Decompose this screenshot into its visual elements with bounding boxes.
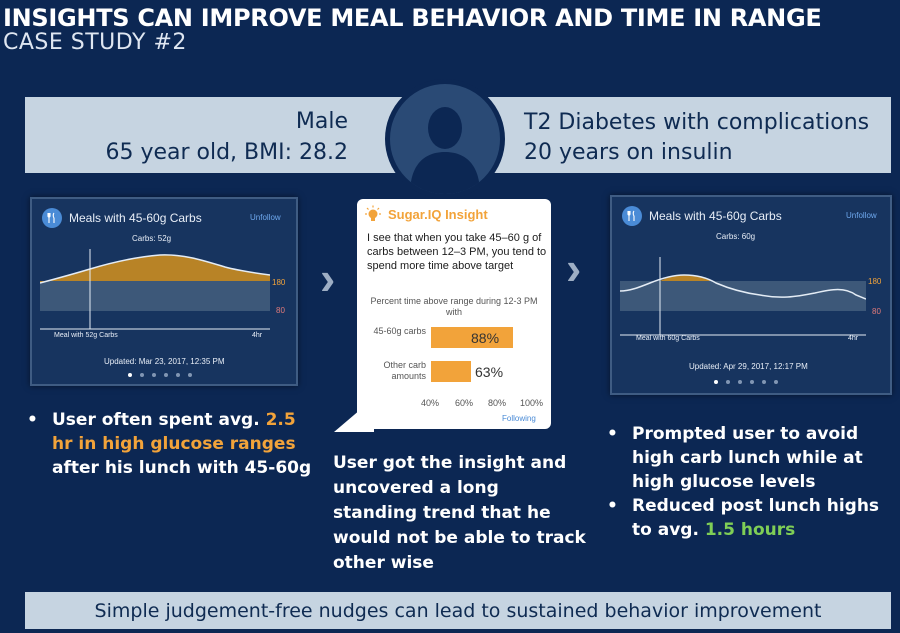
time-axis-label: 4hr (252, 332, 263, 339)
insight-text: I see that when you take 45–60 g of carb… (367, 232, 547, 272)
x-tick-label: 100% (520, 398, 544, 408)
insight-card: Sugar.IQ Insight I see that when you tak… (357, 199, 551, 429)
bar-category-label: Other carb amounts (383, 360, 426, 381)
bar-value-label: 88% (471, 330, 500, 346)
low-threshold-label: 80 (872, 307, 881, 316)
footer-text: Simple judgement-free nudges can lead to… (94, 599, 822, 622)
phone-title: Meals with 45-60g Carbs (649, 209, 782, 223)
left-bullet-list: User often spent avg. 2.5 hr in high glu… (27, 408, 317, 480)
high-threshold-label: 180 (272, 278, 286, 287)
x-tick-label: 40% (421, 398, 440, 408)
user-silhouette-icon (410, 107, 480, 194)
time-axis-label: 4hr (848, 335, 859, 342)
profile-age-bmi: 65 year old, BMI: 28.2 (105, 140, 348, 165)
phone-title: Meals with 45-60g Carbs (69, 211, 202, 225)
low-threshold-label: 80 (276, 306, 285, 315)
slide-title: INSIGHTS CAN IMPROVE MEAL BEHAVIOR AND T… (3, 4, 822, 32)
page-dots[interactable] (128, 373, 192, 377)
lightbulb-icon (365, 205, 381, 221)
carbs-label: Carbs: 60g (716, 232, 756, 241)
unfollow-link[interactable]: Unfollow (250, 213, 281, 222)
high-threshold-label: 180 (868, 277, 882, 286)
bullet-item: Reduced post lunch highs to avg. 1.5 hou… (607, 494, 897, 542)
following-link[interactable]: Following (502, 414, 536, 423)
phone-screen-after: Meals with 45-60g Carbs Unfollow Carbs: … (610, 195, 892, 395)
updated-label: Updated: Mar 23, 2017, 12:35 PM (104, 357, 225, 366)
x-tick-label: 60% (455, 398, 474, 408)
page-dots[interactable] (714, 380, 778, 384)
insight-chart-subtitle: Percent time above range during 12-3 PM … (370, 296, 538, 317)
phone-screen-before: Meals with 45-60g Carbs Unfollow Carbs: … (30, 197, 298, 386)
meal-axis-label: Meal with 52g Carbs (54, 332, 118, 339)
slide-subtitle: CASE STUDY #2 (3, 30, 187, 55)
highlight-text: 2.5 hr in high glucose ranges (52, 410, 296, 454)
footer-band: Simple judgement-free nudges can lead to… (25, 592, 891, 629)
x-tick-label: 80% (488, 398, 507, 408)
bar-category-label: 45-60g carbs (373, 326, 426, 336)
bullet-item: User often spent avg. 2.5 hr in high glu… (27, 408, 317, 480)
carbs-label: Carbs: 52g (132, 234, 172, 243)
profile-condition: T2 Diabetes with complications (524, 110, 870, 135)
fork-knife-icon (42, 208, 62, 228)
meal-axis-label: Meal with 60g Carbs (636, 335, 700, 342)
bar (431, 327, 513, 348)
fork-knife-icon (622, 206, 642, 226)
bar (431, 361, 471, 382)
insight-title: Sugar.IQ Insight (388, 207, 488, 222)
unfollow-link[interactable]: Unfollow (846, 211, 877, 220)
right-bullet-list: Prompted user to avoid high carb lunch w… (607, 422, 897, 542)
profile-gender: Male (295, 109, 348, 134)
center-description: User got the insight and uncovered a lon… (333, 453, 586, 573)
glucose-chart (40, 249, 270, 330)
chevron-right-icon: › (320, 252, 336, 304)
profile-duration: 20 years on insulin (524, 140, 733, 165)
chevron-right-icon: › (566, 242, 582, 294)
bar-value-label: 63% (475, 364, 504, 380)
glucose-chart (620, 257, 866, 336)
highlight-text: 1.5 hours (704, 520, 796, 540)
bullet-item: Prompted user to avoid high carb lunch w… (607, 422, 897, 494)
updated-label: Updated: Apr 29, 2017, 12:17 PM (689, 362, 808, 371)
avatar (385, 79, 505, 199)
